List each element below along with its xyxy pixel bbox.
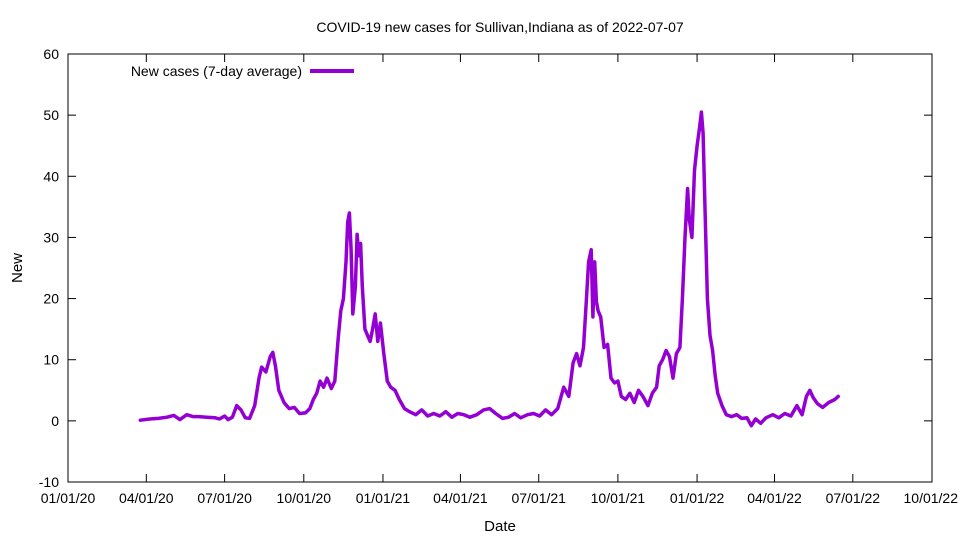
y-tick-label: 40 [43,168,59,184]
y-axis: -10 0 10 20 30 40 50 60 [39,46,932,490]
x-tick-label: 10/01/21 [591,490,646,506]
legend: New cases (7-day average) [131,63,354,79]
x-tick-label: 01/01/22 [670,490,725,506]
x-axis-title: Date [484,518,516,535]
chart-title: COVID-19 new cases for Sullivan,Indiana … [316,19,684,35]
series-layer [138,110,840,428]
x-tick-label: 04/01/20 [119,490,174,506]
x-tick-label: 07/01/22 [826,490,881,506]
plot-area-frame [67,53,933,483]
x-tick-label: 04/01/22 [747,490,802,506]
series-line-0 [138,110,840,428]
y-tick-label: 60 [43,46,59,62]
y-axis-title: New [9,253,26,283]
y-tick-label: 30 [43,229,59,245]
y-tick-label: -10 [39,474,59,490]
x-tick-label: 07/01/20 [197,490,252,506]
x-axis: 01/01/20 04/01/20 07/01/20 10/01/20 01/01/21… [41,54,958,506]
x-tick-label: 10/01/20 [277,490,332,506]
x-tick-label: 10/01/22 [904,490,959,506]
y-tick-label: 50 [43,107,59,123]
legend-label: New cases (7-day average) [131,63,302,79]
x-tick-label: 07/01/21 [511,490,566,506]
x-tick-label: 01/01/20 [41,490,96,506]
y-tick-label: 10 [43,352,59,368]
x-tick-label: 01/01/21 [356,490,411,506]
x-tick-label: 04/01/21 [433,490,488,506]
y-tick-label: 0 [51,413,59,429]
y-tick-label: 20 [43,291,59,307]
